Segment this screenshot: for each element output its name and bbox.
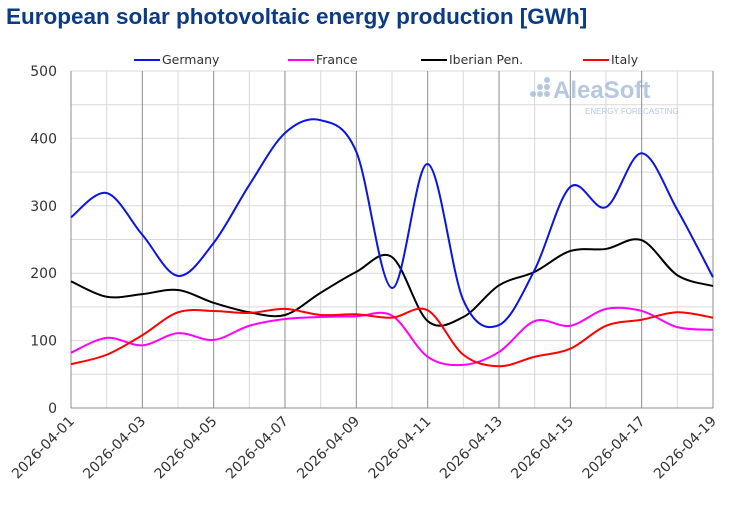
y-tick-label: 500 — [30, 64, 57, 80]
logo-tagline: ENERGY FORECASTING — [585, 107, 679, 116]
y-tick-label: 300 — [30, 199, 57, 215]
y-tick-label: 0 — [48, 401, 57, 417]
x-tick-label: 2026-04-09 — [294, 414, 363, 483]
x-tick-label: 2026-04-11 — [366, 414, 435, 483]
x-tick-label: 2026-04-19 — [651, 414, 720, 483]
x-tick-label: 2026-04-01 — [9, 414, 78, 483]
legend-label-germany: Germany — [162, 52, 220, 67]
x-tick-label: 2026-04-03 — [80, 414, 149, 483]
legend: Germany France Iberian Pen. Italy — [134, 52, 639, 67]
legend-label-italy: Italy — [611, 52, 639, 67]
legend-label-france: France — [316, 52, 358, 67]
y-tick-label: 200 — [30, 266, 57, 282]
x-tick-label: 2026-04-17 — [580, 414, 649, 483]
x-tick-label: 2026-04-05 — [152, 414, 221, 483]
series-line-germany — [70, 118, 714, 329]
legend-label-iberian-pen: Iberian Pen. — [449, 52, 523, 67]
x-tick-label: 2026-04-15 — [508, 414, 577, 483]
chart-title: European solar photovoltaic energy produ… — [6, 4, 588, 29]
x-tick-label: 2026-04-13 — [437, 414, 506, 483]
aleasoft-logo: AleaSoft ENERGY FORECASTING — [530, 77, 679, 116]
series-lines — [70, 118, 714, 368]
grid — [70, 70, 714, 409]
y-tick-label: 400 — [30, 131, 57, 147]
y-tick-label: 100 — [30, 334, 57, 350]
logo-brand: AleaSoft — [553, 77, 650, 104]
x-tick-label: 2026-04-07 — [223, 414, 292, 483]
